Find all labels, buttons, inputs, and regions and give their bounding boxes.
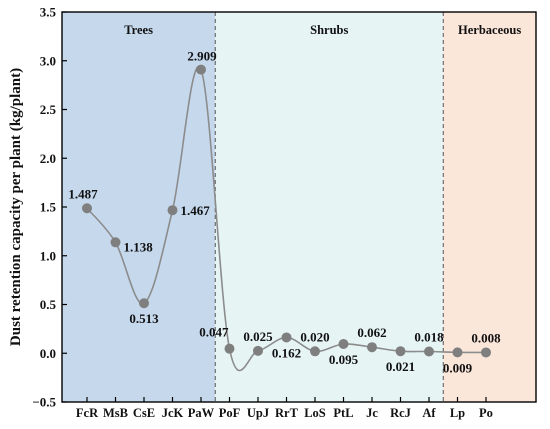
x-tick-label-msb: MsB [103, 406, 128, 420]
data-label-jc: 0.062 [357, 325, 386, 340]
x-tick-label-rrt: RrT [275, 406, 299, 420]
data-point-los [310, 346, 320, 357]
x-tick-label-fcr: FcR [76, 406, 99, 420]
y-tick-label: 2.5 [40, 102, 57, 117]
x-tick-label-af: Af [422, 406, 436, 420]
dividers-layer [214, 12, 444, 402]
x-tick-label-cse: CsE [133, 406, 155, 420]
region-label-shrubs: Shrubs [310, 23, 348, 37]
data-point-upj [253, 345, 263, 356]
data-label-ptl: 0.095 [329, 352, 359, 367]
x-tick-label-pof: PoF [219, 406, 241, 420]
data-label-lp: 0.009 [443, 360, 473, 375]
x-tick-label-ptl: PtL [333, 406, 353, 420]
x-tick-label-po: Po [479, 406, 493, 420]
x-tick-label-lp: Lp [450, 406, 465, 420]
x-tick-label-jc: Jc [366, 406, 378, 420]
data-point-lp [452, 347, 463, 358]
x-tick-label-rcj: RcJ [390, 406, 411, 420]
axes-layer: −0.5 0.0 0.5 1.0 1.5 2.0 2.5 3.0 3.5 FcR MsB CsE JcK… [32, 5, 537, 420]
y-tick-label: 0.0 [40, 346, 56, 361]
data-point-paw [196, 64, 206, 75]
data-point-jck [167, 205, 178, 216]
data-point-ptl [338, 338, 349, 349]
y-tick-label: 3.0 [40, 53, 56, 68]
data-label-paw: 2.909 [187, 49, 217, 64]
data-label-po: 0.008 [471, 330, 501, 345]
data-label-rcj: 0.021 [386, 359, 415, 374]
y-axis-title: Dust retention capacity per plant (kg/pl… [8, 68, 24, 346]
y-tick-label: 1.0 [40, 248, 56, 263]
data-label-upj: 0.025 [243, 329, 273, 344]
y-tick-label: 2.0 [40, 151, 56, 166]
x-tick-label-jck: JcK [162, 406, 184, 420]
y-tick-label: 1.5 [40, 200, 57, 215]
x-tick-label-upj: UpJ [247, 406, 269, 420]
data-point-rcj [395, 346, 406, 357]
region-label-herbaceous: Herbaceous [458, 23, 521, 37]
region-label-trees: Trees [124, 23, 153, 37]
y-tick-label: 0.5 [40, 297, 57, 312]
data-label-rrt: 0.162 [272, 345, 301, 360]
data-label-cse: 0.513 [129, 311, 159, 326]
data-point-rrt [281, 332, 292, 343]
y-tick-label: 3.5 [40, 5, 57, 20]
data-point-po [481, 347, 491, 358]
x-tick-label-los: LoS [304, 406, 326, 420]
data-point-pof [224, 343, 235, 354]
data-label-pof: 0.047 [199, 325, 229, 340]
data-label-fcr: 1.487 [68, 186, 98, 201]
x-tick-label-paw: PaW [188, 406, 215, 420]
points-layer [82, 64, 491, 358]
region-labels-layer: Trees Shrubs Herbaceous [124, 23, 521, 37]
region-band-herbaceous [443, 12, 536, 402]
data-label-jck: 1.467 [181, 203, 211, 218]
data-label-af: 0.018 [414, 329, 444, 344]
data-point-fcr [82, 203, 92, 214]
regions-layer [62, 12, 536, 402]
data-label-msb: 1.138 [124, 239, 154, 254]
data-point-af [424, 346, 434, 357]
data-point-msb [110, 237, 121, 248]
data-point-cse [139, 298, 149, 309]
region-band-shrubs [215, 12, 444, 402]
data-labels-layer: 1.487 1.138 0.513 1.467 2.909 0.047 0.0250.162… [68, 49, 501, 376]
data-point-jc [367, 342, 377, 353]
data-label-los: 0.020 [300, 329, 329, 344]
y-tick-label: −0.5 [32, 395, 56, 410]
